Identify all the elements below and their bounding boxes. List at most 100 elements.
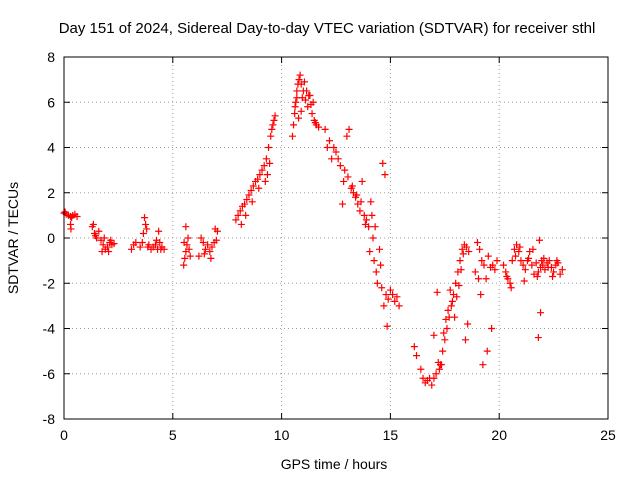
data-point [328,155,336,163]
data-point [269,121,277,129]
data-point [92,232,100,240]
data-point [325,137,333,145]
data-point [98,248,106,256]
y-tick-label: 0 [47,230,55,246]
data-point [105,248,113,256]
data-point [529,245,537,253]
data-point [241,200,249,208]
data-point [373,279,381,287]
data-point [456,257,464,265]
data-point [444,306,452,314]
data-point [344,173,352,181]
data-point [430,331,438,339]
data-point [484,252,492,260]
data-point [448,297,456,305]
data-point [263,171,271,179]
data-point [291,110,299,118]
data-point [232,216,240,224]
data-point [371,223,379,231]
data-point [558,266,566,274]
data-point [180,239,188,247]
data-point [461,336,469,344]
data-point [479,361,487,369]
data-point [382,291,390,299]
data-point [260,162,268,170]
data-point [389,291,397,299]
data-point [488,325,496,332]
data-point [155,227,163,235]
data-point [376,245,384,253]
data-point [249,182,257,190]
data-point [367,198,375,206]
data-point [73,213,81,221]
data-point [500,261,508,269]
data-point [245,191,253,199]
x-tick-label: 15 [383,427,399,443]
data-point [446,286,454,294]
y-tick-label: -2 [43,275,56,291]
data-point [67,225,75,233]
x-axis-label: GPS time / hours [281,456,388,472]
data-point [483,347,491,355]
data-point [265,144,273,151]
data-point [358,177,366,185]
data-point [339,200,347,208]
data-point [297,107,305,115]
data-point [256,171,264,179]
data-point [100,234,108,242]
data-point [510,245,518,253]
data-point [311,119,319,127]
data-point [517,257,525,265]
data-series [60,71,566,389]
data-point [540,254,548,262]
data-point [291,103,299,111]
data-point [236,207,244,215]
data-point [204,241,212,249]
data-point [247,186,255,194]
x-tick-label: 25 [600,427,616,443]
grid [64,57,608,419]
data-point [439,347,447,355]
data-point [549,272,557,280]
data-point [142,220,150,228]
data-point [211,225,219,233]
data-point [438,361,446,369]
data-point [308,110,316,118]
data-point [295,76,303,84]
data-point [512,252,520,260]
data-point [360,211,368,219]
data-point [442,315,450,323]
data-point [243,196,251,204]
data-point [197,234,205,242]
data-point [293,94,301,102]
y-tick-label: 2 [47,185,55,201]
data-point [303,87,311,95]
data-point [430,374,438,382]
data-point [482,275,490,283]
data-point [182,223,190,231]
data-point [533,272,541,280]
data-point [127,245,135,253]
data-point [181,254,189,262]
data-point [519,261,527,269]
x-tick-label: 20 [491,427,507,443]
data-point [477,291,485,299]
y-tick-label: 6 [47,94,55,110]
data-point [266,159,274,167]
data-point [378,284,386,292]
data-point [432,370,440,378]
data-point [458,245,466,253]
data-point [267,132,275,140]
y-tick-label: -4 [43,321,56,337]
data-point [332,148,340,156]
data-point [475,275,483,283]
data-point [539,261,547,269]
data-point [345,125,353,133]
data-point [464,320,472,328]
data-point [471,268,479,276]
data-point [443,325,451,332]
data-point [341,166,349,174]
data-point [370,257,378,265]
data-point [141,214,149,222]
